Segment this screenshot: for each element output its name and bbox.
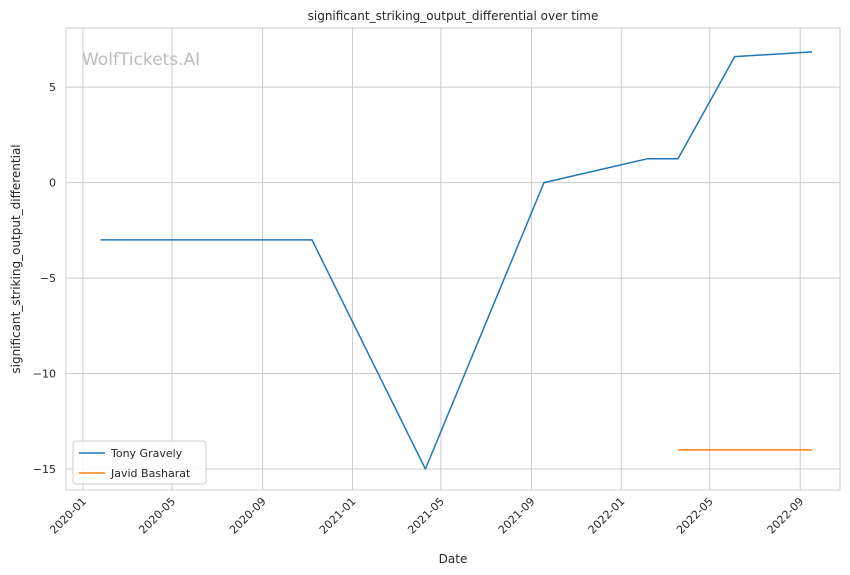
legend-label: Tony Gravely [110,447,183,460]
x-tick-label: 2021-01 [317,495,359,537]
y-axis-ticks: 5 0 −5 −10 −15 [33,81,56,476]
x-tick-label: 2020-09 [227,495,269,537]
y-tick-label: −10 [33,368,56,381]
y-axis-label: significant_striking_output_differential [9,144,23,373]
series-line-0 [100,51,813,470]
x-axis-label: Date [439,552,468,566]
legend: Tony Gravely Javid Basharat [72,440,207,485]
x-tick-label: 2021-05 [405,495,447,537]
x-tick-label: 2022-01 [586,495,628,537]
watermark-text: WolfTickets.AI [82,50,200,70]
legend-label: Javid Basharat [110,467,191,480]
series-lines [100,51,813,470]
x-tick-label: 2022-09 [765,495,807,537]
y-tick-label: −15 [33,463,56,476]
x-tick-label: 2021-09 [496,495,538,537]
legend-box [72,440,207,485]
x-tick-label: 2020-05 [136,495,178,537]
chart-title: significant_striking_output_differential… [308,9,599,23]
y-tick-label: 5 [49,81,56,94]
y-tick-label: −5 [40,272,56,285]
plot-frame [65,27,841,491]
y-tick-label: 0 [49,177,56,190]
x-tick-label: 2020-01 [47,495,89,537]
x-axis-ticks: 2020-01 2020-05 2020-09 2021-01 2021-05 2021-… [47,495,806,537]
x-tick-label: 2022-05 [674,495,716,537]
grid [66,28,840,490]
